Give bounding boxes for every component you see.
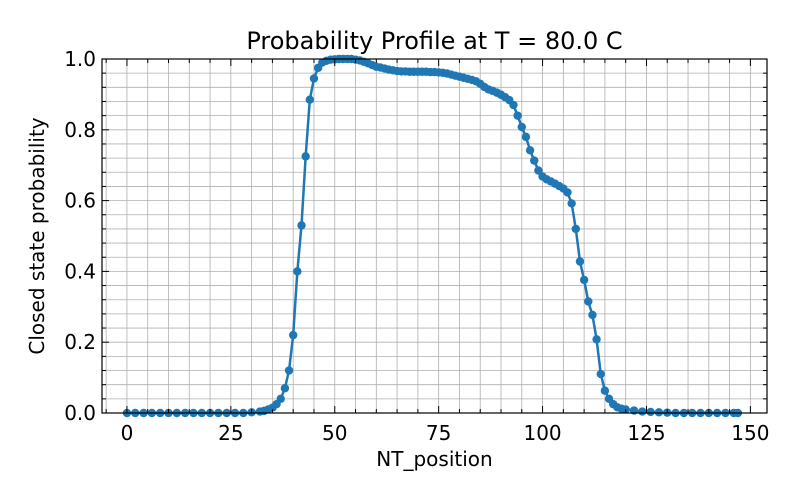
data-point xyxy=(309,74,319,83)
data-point xyxy=(579,275,589,285)
y-tick-label: 0.8 xyxy=(64,118,96,142)
y-tick-label: 1.0 xyxy=(64,47,96,71)
data-point xyxy=(567,199,576,208)
y-tick-label: 0.0 xyxy=(64,401,96,425)
data-point xyxy=(301,152,310,161)
data-point xyxy=(575,257,585,266)
y-tick-label: 0.2 xyxy=(64,330,96,354)
data-point xyxy=(297,221,306,230)
x-tick-label: 0 xyxy=(121,421,134,445)
data-point xyxy=(600,386,610,395)
data-point xyxy=(284,366,294,375)
data-point xyxy=(534,166,543,175)
ticks: 0 25 50 75 100 125 150 0.0 0.2 0.4 0.6 0.8 1.0 xyxy=(64,47,769,445)
data-point xyxy=(654,408,664,417)
x-tick-label: 75 xyxy=(426,421,451,445)
data-point xyxy=(571,224,581,234)
grid xyxy=(102,59,767,413)
y-axis-title: Closed state probability xyxy=(25,117,49,354)
data-point xyxy=(584,297,593,306)
data-point xyxy=(530,156,539,165)
data-point xyxy=(280,384,290,393)
x-tick-label: 100 xyxy=(523,421,561,445)
data-point xyxy=(276,394,285,404)
data-point xyxy=(517,122,526,132)
data-point xyxy=(563,188,572,197)
plot-frame xyxy=(101,58,768,414)
x-axis-title: NT_position xyxy=(376,447,492,471)
y-tick-label: 0.4 xyxy=(64,259,96,283)
series-layer xyxy=(122,54,743,418)
data-point xyxy=(305,95,315,104)
data-point xyxy=(596,369,605,379)
x-tick-label: 150 xyxy=(731,421,769,445)
data-point xyxy=(509,100,518,110)
data-point xyxy=(646,407,655,417)
data-point xyxy=(525,146,535,155)
data-point xyxy=(521,132,531,142)
data-point xyxy=(638,407,647,416)
x-tick-label: 125 xyxy=(627,421,665,445)
data-point xyxy=(288,330,298,340)
data-point xyxy=(588,310,597,320)
data-point xyxy=(513,111,522,120)
x-tick-label: 50 xyxy=(322,421,347,445)
y-tick-label: 0.6 xyxy=(64,189,96,213)
data-point xyxy=(293,267,302,276)
data-point xyxy=(592,335,601,344)
chart-title: Probability Profile at T = 80.0 C xyxy=(246,27,622,55)
x-tick-label: 25 xyxy=(218,421,243,445)
